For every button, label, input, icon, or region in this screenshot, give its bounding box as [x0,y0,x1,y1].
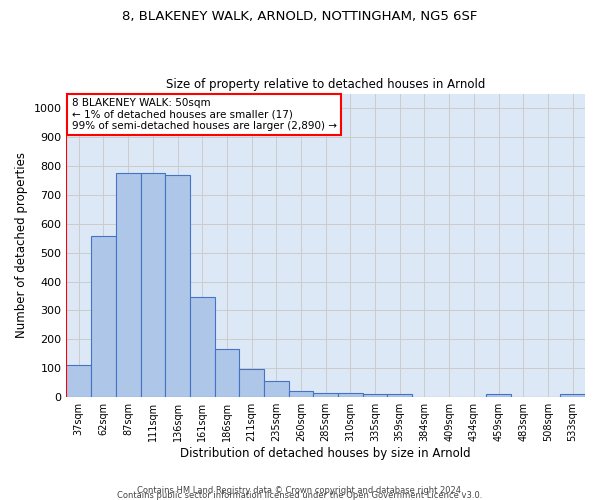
Text: Contains HM Land Registry data © Crown copyright and database right 2024.: Contains HM Land Registry data © Crown c… [137,486,463,495]
Title: Size of property relative to detached houses in Arnold: Size of property relative to detached ho… [166,78,485,91]
Bar [338,393,363,397]
Text: 8, BLAKENEY WALK, ARNOLD, NOTTINGHAM, NG5 6SF: 8, BLAKENEY WALK, ARNOLD, NOTTINGHAM, NG… [122,10,478,23]
Text: 8 BLAKENEY WALK: 50sqm
← 1% of detached houses are smaller (17)
99% of semi-deta: 8 BLAKENEY WALK: 50sqm ← 1% of detached … [71,98,337,132]
Y-axis label: Number of detached properties: Number of detached properties [15,152,28,338]
Bar [91,236,116,397]
Bar [190,298,215,397]
Bar [215,350,239,397]
Bar [116,173,140,397]
Bar [67,365,91,397]
X-axis label: Distribution of detached houses by size in Arnold: Distribution of detached houses by size … [181,447,471,460]
Bar [140,173,165,397]
Bar [313,393,338,397]
Bar [289,392,313,397]
Bar [560,394,585,397]
Bar [239,369,264,397]
Bar [363,394,388,397]
Text: Contains public sector information licensed under the Open Government Licence v3: Contains public sector information licen… [118,491,482,500]
Bar [165,174,190,397]
Bar [486,394,511,397]
Bar [388,394,412,397]
Bar [264,382,289,397]
